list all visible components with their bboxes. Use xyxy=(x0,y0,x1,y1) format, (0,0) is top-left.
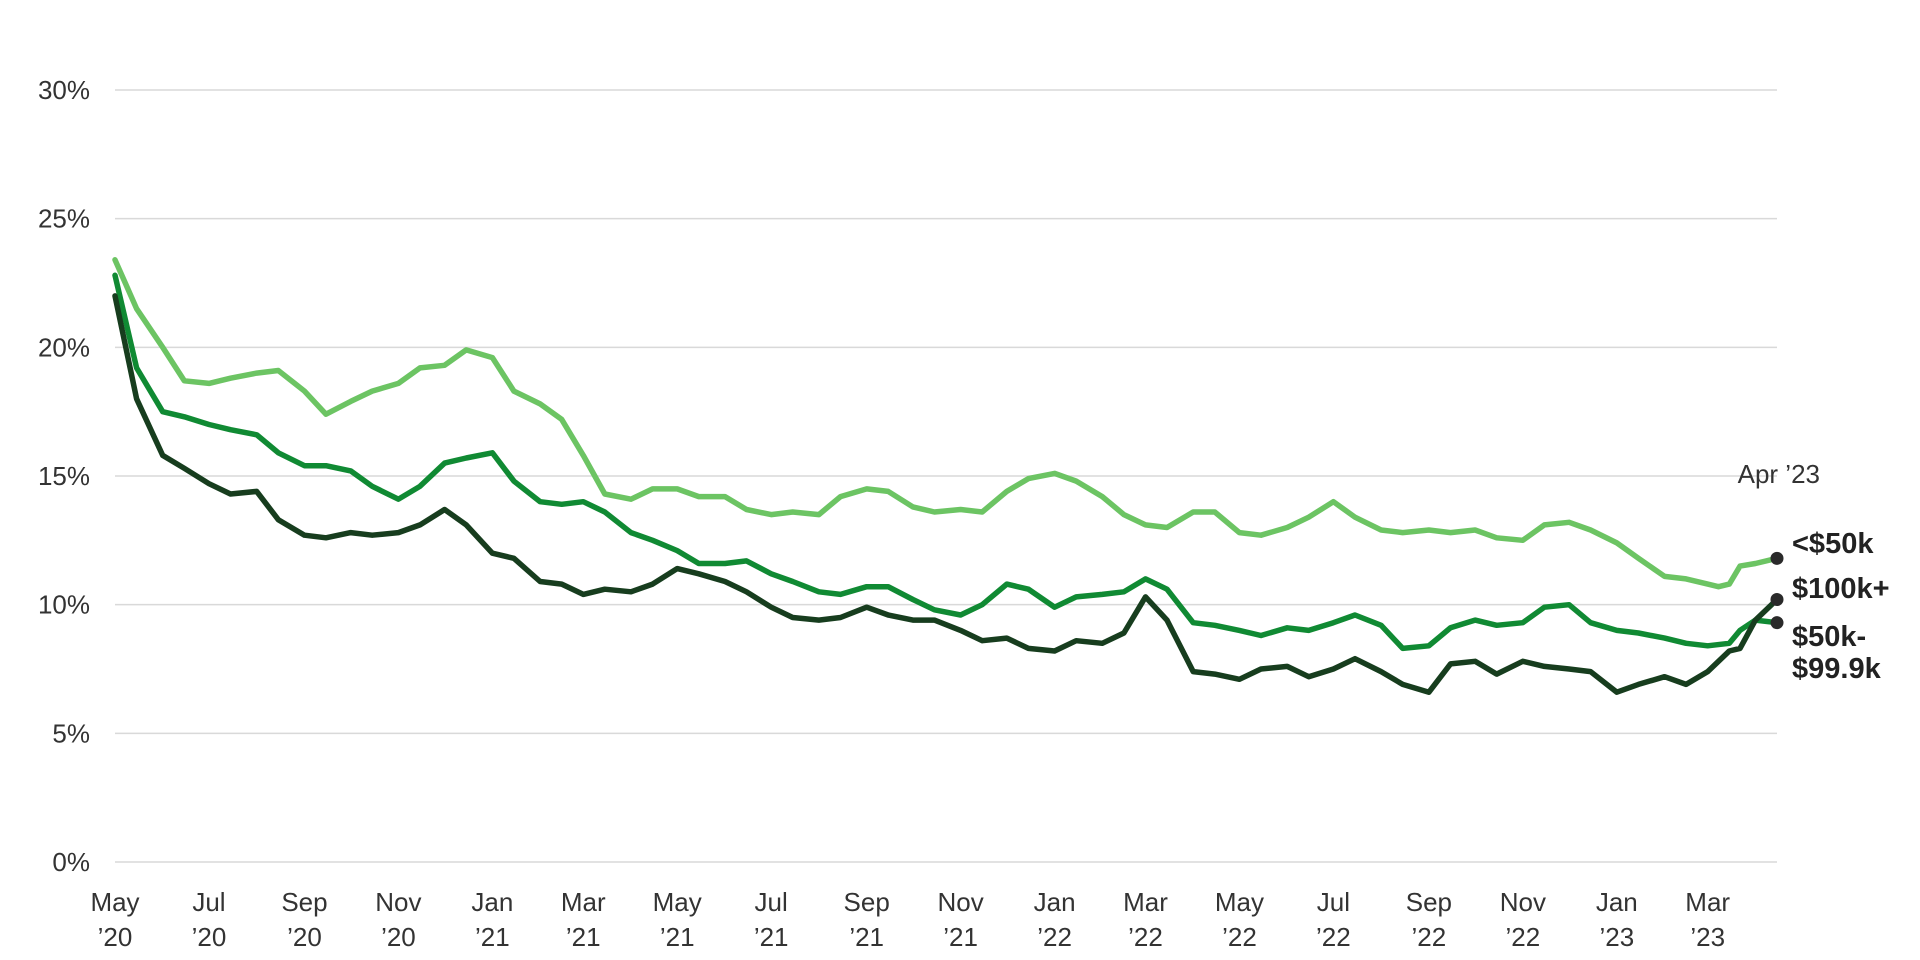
series-labels: <$50k $100k+ $50k-$99.9k xyxy=(1792,528,1890,685)
x-tick-label: Nov ’21 xyxy=(938,887,984,952)
series-label: $50k-$99.9k xyxy=(1792,621,1882,685)
x-tick-label: Sep ’20 xyxy=(281,887,327,952)
y-tick-label: 15% xyxy=(38,461,90,491)
series-endpoint-dot xyxy=(1770,551,1784,565)
x-tick-label: Jul ’20 xyxy=(192,887,227,952)
series-line xyxy=(112,272,1780,652)
series-endpoint-dot xyxy=(1770,593,1784,607)
series-lines xyxy=(112,257,1780,695)
y-tick-label: 5% xyxy=(52,718,90,748)
x-tick-label: Mar ’22 xyxy=(1123,887,1168,952)
x-tick-label: Jul ’22 xyxy=(1316,887,1351,952)
x-tick-label: May ’20 xyxy=(90,887,139,952)
x-tick-label: Mar ’23 xyxy=(1685,887,1730,952)
x-tick-label: Jan ’22 xyxy=(1034,887,1076,952)
series-line xyxy=(112,293,1780,695)
x-tick-label: Mar ’21 xyxy=(561,887,606,952)
x-tick-label: Nov ’20 xyxy=(375,887,421,952)
x-tick-label: Jan ’23 xyxy=(1596,887,1638,952)
series-line xyxy=(112,257,1780,590)
y-tick-label: 20% xyxy=(38,332,90,362)
x-axis-tick-labels: May ’20 Jul ’20 Sep ’20 Nov ’20 Jan ’21 Mar ’21 May’… xyxy=(90,887,1730,952)
series-endpoints xyxy=(1770,551,1784,630)
x-tick-label: Jan ’21 xyxy=(471,887,513,952)
x-tick-label: Nov ’22 xyxy=(1500,887,1546,952)
x-tick-label: Sep ’22 xyxy=(1406,887,1452,952)
series-label: <$50k xyxy=(1792,528,1874,560)
series-endpoint-dot xyxy=(1770,616,1784,630)
x-tick-label: Sep ’21 xyxy=(844,887,890,952)
x-tick-label: May ’22 xyxy=(1215,887,1264,952)
y-tick-label: 0% xyxy=(52,847,90,877)
date-annotation: Apr ’23 xyxy=(1738,459,1820,489)
series-label: $100k+ xyxy=(1792,573,1890,605)
y-axis-tick-labels: 0% 5% 10% 15% 20% 25% 30% xyxy=(38,75,90,877)
x-tick-label: Jul ’21 xyxy=(754,887,789,952)
y-tick-label: 30% xyxy=(38,75,90,105)
x-tick-label: May ’21 xyxy=(653,887,702,952)
y-tick-label: 25% xyxy=(38,204,90,234)
y-gridlines xyxy=(115,89,1777,863)
y-tick-label: 10% xyxy=(38,590,90,620)
